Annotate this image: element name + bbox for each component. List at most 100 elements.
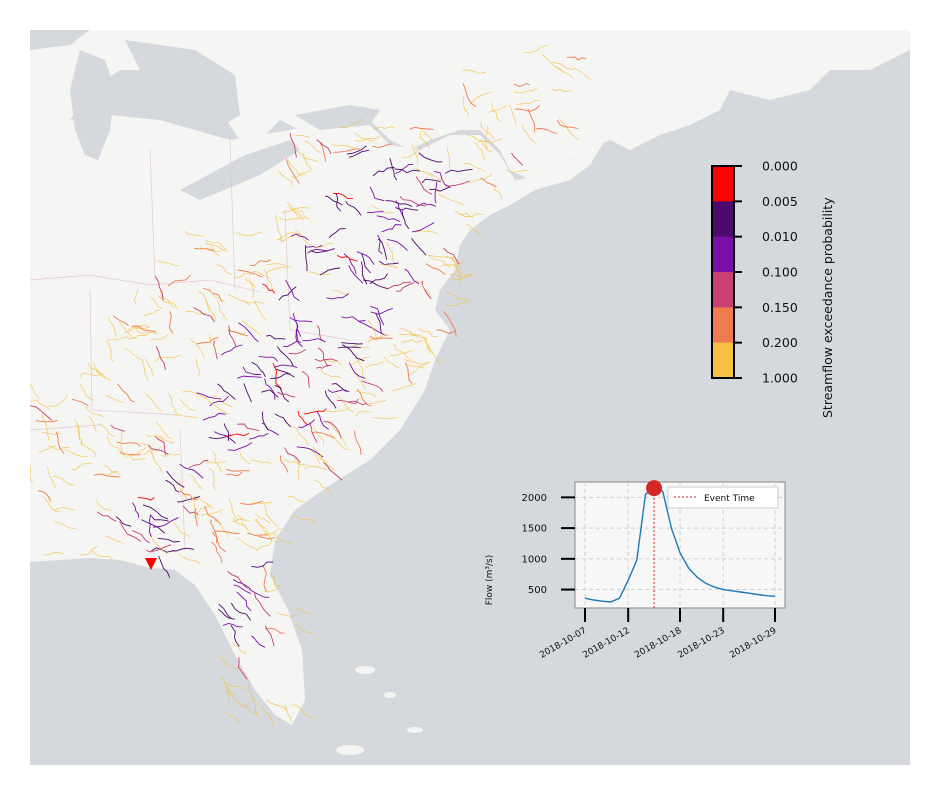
- river-segment: [462, 83, 477, 107]
- river-segment: [401, 210, 410, 229]
- river-segment: [230, 625, 240, 647]
- river-segment: [535, 128, 558, 134]
- river-segment: [270, 571, 277, 588]
- river-segment: [148, 444, 169, 455]
- river-segment: [286, 201, 304, 219]
- river-segment: [261, 389, 279, 398]
- basemap: [30, 30, 910, 755]
- river-segment: [290, 514, 317, 524]
- river-segment: [273, 532, 292, 544]
- river-segment: [131, 530, 150, 544]
- river-segment: [225, 432, 250, 438]
- river-segment: [71, 463, 92, 471]
- river-segment: [237, 513, 249, 530]
- colorbar-label: Streamflow exceedance probability: [820, 197, 835, 418]
- river-segment: [105, 395, 125, 403]
- river-segment: [323, 462, 343, 481]
- river-segment: [225, 689, 248, 708]
- river-segment: [257, 536, 276, 540]
- colorbar-tick-label: 0.150: [762, 300, 798, 315]
- river-segment: [443, 248, 460, 265]
- river-segment: [275, 214, 283, 244]
- river-segment: [116, 441, 141, 447]
- river-segment: [302, 338, 326, 343]
- river-segment: [270, 373, 291, 379]
- river-segment: [566, 56, 587, 61]
- river-segment: [91, 550, 115, 562]
- river-segment: [556, 120, 579, 129]
- river-segment: [127, 334, 149, 340]
- river-segment: [211, 531, 226, 553]
- river-segment: [383, 356, 399, 369]
- river-segment: [223, 423, 230, 442]
- land-canada: [30, 30, 910, 180]
- river-segment: [399, 196, 426, 207]
- state-borders: [30, 139, 351, 551]
- river-segment: [319, 453, 335, 471]
- river-segment: [393, 344, 412, 360]
- river-segment: [367, 334, 390, 343]
- triangle-down-icon[interactable]: [145, 558, 157, 570]
- river-segment: [117, 383, 135, 403]
- river-segment: [231, 602, 251, 621]
- river-segment: [336, 255, 358, 262]
- river-segment: [105, 336, 129, 342]
- river-segment: [445, 180, 470, 187]
- river-segment: [288, 349, 306, 355]
- river-segment: [352, 343, 370, 349]
- river-segment: [178, 553, 201, 564]
- river-segment: [411, 144, 419, 165]
- river-segment: [294, 228, 311, 245]
- river-segment: [209, 395, 230, 407]
- river-segment: [328, 432, 351, 451]
- river-segment: [274, 385, 290, 403]
- river-segment: [415, 168, 433, 177]
- colorbar-swatch: [712, 307, 734, 344]
- river-segment: [196, 392, 222, 400]
- river-segment: [355, 391, 377, 398]
- river-segment: [74, 419, 81, 441]
- river-segment: [283, 459, 309, 466]
- river-segment: [527, 108, 536, 133]
- river-segment: [242, 366, 261, 375]
- event-peak-marker[interactable]: [646, 480, 663, 497]
- river-segment: [213, 519, 230, 537]
- river-segment: [30, 405, 53, 421]
- river-segment: [491, 102, 501, 122]
- river-segment: [189, 338, 205, 359]
- river-segment: [107, 316, 117, 338]
- river-segment: [416, 127, 433, 140]
- river-segment: [285, 279, 300, 301]
- river-segment: [307, 271, 331, 275]
- river-segment: [52, 476, 75, 486]
- river-segment: [124, 447, 147, 459]
- lake-superior: [30, 30, 90, 50]
- river-segment: [288, 206, 305, 221]
- river-segment: [402, 146, 421, 158]
- colorbar-swatch: [712, 272, 734, 308]
- river-segment: [367, 211, 384, 214]
- river-segment: [348, 149, 370, 158]
- river-segment: [372, 417, 398, 419]
- river-segment: [155, 421, 173, 440]
- river-segment: [205, 396, 230, 415]
- river-segment: [367, 319, 378, 341]
- hydrograph-ytick-label: 500: [528, 585, 547, 596]
- river-segment: [454, 210, 474, 218]
- river-network: [30, 44, 592, 726]
- river-segment: [285, 704, 292, 722]
- river-segment: [135, 329, 158, 334]
- river-segment: [263, 268, 274, 290]
- river-segment: [236, 591, 252, 611]
- river-segment: [318, 347, 329, 367]
- river-segment: [349, 362, 365, 379]
- river-segment: [158, 556, 171, 578]
- river-segment: [253, 271, 271, 279]
- lake-ontario: [295, 105, 380, 130]
- river-segment: [169, 311, 174, 334]
- river-segment: [398, 333, 422, 336]
- river-segment: [274, 413, 291, 428]
- river-segment: [158, 295, 178, 309]
- river-segment: [232, 579, 251, 590]
- river-segment: [372, 143, 392, 148]
